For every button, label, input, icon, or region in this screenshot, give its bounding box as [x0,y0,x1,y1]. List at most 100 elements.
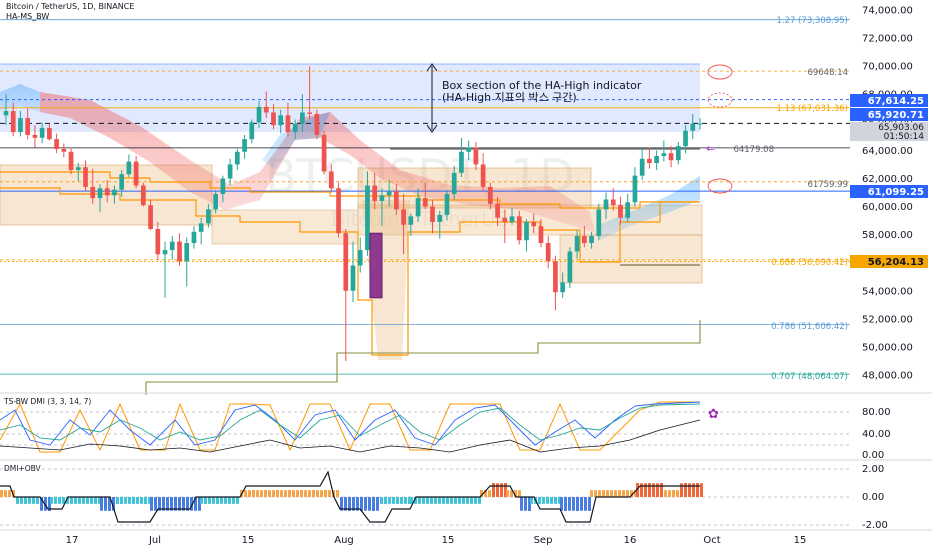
price-tick: 60,000.00 [862,202,913,213]
obv-bar [36,497,39,504]
obv-bar [174,497,177,511]
dmi-black-line [0,419,701,453]
candle-body [148,205,153,229]
obv-bar [308,490,311,497]
blue-cloud-1 [0,84,40,112]
candle-body [567,251,573,283]
obv-bar [462,497,465,504]
obv-bar [558,497,561,504]
obv-bar [220,497,223,504]
obv-bar [216,497,219,504]
obv-bar [232,497,235,504]
candle-body [524,221,529,241]
candle-body [422,198,428,207]
obv-bar [454,497,457,504]
obv-bar [664,490,667,497]
candle-body [401,209,406,225]
red-cloud [40,92,595,232]
obv-bar [158,497,161,511]
candle-body [675,146,681,161]
candle-body [647,158,652,164]
candle-body [61,148,67,152]
obv-bar [660,483,663,497]
symbol-title[interactable]: Bitcoin / TetherUS, 1D, BINANCE [6,2,135,11]
candle-body [83,167,88,187]
candle-body [213,193,218,210]
obv-bar [644,483,647,497]
obv-bar [594,490,597,497]
obv-bar [340,497,343,511]
obv-bar [108,497,111,511]
obv-bar [200,497,203,504]
obv-bar [268,490,271,497]
candle-body [39,127,45,138]
obv-bar [348,497,351,511]
obv-bar [360,497,363,511]
candle-body [545,243,551,262]
obv-bar [82,497,85,504]
fib-label-0.786: 0.786 (51,606.42) [771,322,848,332]
time-axis[interactable]: 17 Jul 15 Aug 15 Sep 16 Oct 15 [66,535,807,546]
obv-bar [224,497,227,504]
fib-label-0.707: 0.707 (48,064.07) [771,372,848,382]
candle-body [574,236,580,252]
obv-bar [0,490,3,497]
level-label-61759: 61759.99 [807,180,848,190]
indicator-title[interactable]: HA-MS_BW [6,12,50,21]
blue-cloud-3 [598,176,700,240]
candle-body [249,122,255,140]
candle-body [661,153,667,156]
obv-bar [58,497,61,504]
obv-bar [150,497,153,511]
obv-bar [422,497,425,504]
candle-body [112,189,117,196]
candle-body [119,174,125,190]
obv-bar [396,497,399,504]
candle-body [430,206,435,222]
time-label-jul: Jul [148,535,161,546]
candle-body [278,115,284,126]
price-tick: 50,000.00 [862,342,913,353]
obv-bar [680,483,683,497]
candle-body [314,113,320,135]
obv-bar [572,497,575,511]
obv-bar [284,490,287,497]
obv-bar [380,497,383,504]
obv-bar [438,497,441,504]
obv-bar [568,497,571,511]
obv-bar [426,497,429,504]
obv-bar [504,483,507,497]
candle-body [133,161,139,186]
time-label-17: 17 [66,535,79,546]
obv-bar [410,497,413,504]
candle-body [10,111,16,133]
obv-bar [120,497,123,504]
candle-body [234,151,240,165]
obv-bar [264,490,267,497]
candle-body [271,112,276,126]
obv-bar [488,490,491,497]
candle-body [459,151,464,173]
candle-body [668,153,674,161]
dmi-tick-0: 0.00 [862,450,884,461]
obv-bar [580,497,583,511]
obv-bar [12,490,15,497]
obv-bar [50,497,53,504]
obv-tick-m2: -2.00 [862,520,888,531]
candle-body [451,172,457,194]
candle-body [18,118,23,133]
candle-body [502,217,508,222]
obv-bar [280,490,283,497]
obv-bar [166,497,169,511]
candle-body [285,115,291,133]
obv-bar [524,497,527,511]
obv-bar [364,497,367,511]
obv-bar [236,497,239,504]
obv-bar [296,490,299,497]
candle-body [90,186,96,199]
dmi-tick-80: 80.00 [862,407,891,418]
candle-body [3,111,9,116]
obv-bar [564,497,567,511]
obv-bar [506,490,509,497]
candle-body [372,185,378,201]
